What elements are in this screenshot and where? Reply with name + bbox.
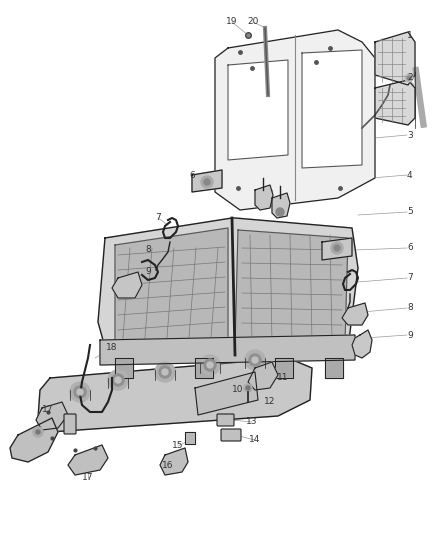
Text: 19: 19 — [226, 18, 238, 27]
Text: 12: 12 — [264, 398, 276, 407]
Polygon shape — [160, 448, 188, 475]
Polygon shape — [100, 335, 355, 365]
Text: 8: 8 — [145, 246, 151, 254]
Polygon shape — [375, 32, 415, 85]
Polygon shape — [302, 50, 362, 168]
FancyBboxPatch shape — [221, 429, 241, 441]
Circle shape — [112, 374, 124, 386]
Circle shape — [207, 362, 213, 368]
Circle shape — [115, 377, 121, 383]
Circle shape — [159, 366, 171, 378]
Circle shape — [249, 354, 261, 366]
Circle shape — [36, 430, 40, 434]
Circle shape — [162, 369, 168, 375]
Circle shape — [77, 389, 83, 395]
Circle shape — [244, 384, 252, 392]
Circle shape — [407, 76, 411, 80]
Bar — [325, 358, 343, 378]
Text: 13: 13 — [246, 417, 258, 426]
Polygon shape — [215, 30, 375, 210]
Polygon shape — [352, 330, 372, 358]
Text: 16: 16 — [162, 461, 174, 470]
Text: 5: 5 — [407, 207, 413, 216]
Polygon shape — [322, 238, 352, 260]
Polygon shape — [255, 185, 273, 210]
Text: 20: 20 — [247, 18, 259, 27]
FancyBboxPatch shape — [217, 414, 234, 426]
Bar — [195, 358, 213, 378]
Circle shape — [155, 362, 175, 382]
Text: 2: 2 — [407, 74, 413, 83]
Polygon shape — [38, 358, 312, 432]
Polygon shape — [342, 303, 368, 325]
Text: 4: 4 — [407, 171, 413, 180]
Circle shape — [334, 245, 340, 251]
Text: 17: 17 — [82, 473, 94, 482]
Text: 8: 8 — [407, 303, 413, 312]
Text: 17: 17 — [42, 406, 54, 415]
Circle shape — [331, 242, 343, 254]
Polygon shape — [115, 228, 228, 355]
Bar — [115, 358, 133, 378]
Bar — [413, 67, 426, 127]
Polygon shape — [192, 170, 222, 192]
Text: 10: 10 — [232, 385, 244, 394]
Text: 14: 14 — [249, 435, 261, 445]
Polygon shape — [272, 193, 290, 218]
Polygon shape — [36, 402, 68, 430]
Text: 3: 3 — [407, 131, 413, 140]
Circle shape — [74, 386, 86, 398]
Text: 15: 15 — [172, 441, 184, 450]
Polygon shape — [248, 362, 278, 390]
Circle shape — [204, 359, 216, 371]
Polygon shape — [228, 60, 288, 160]
Text: 1: 1 — [407, 30, 413, 39]
Circle shape — [405, 74, 413, 82]
Circle shape — [201, 176, 213, 188]
Circle shape — [200, 355, 220, 375]
Text: 6: 6 — [189, 171, 195, 180]
Circle shape — [70, 382, 90, 402]
Polygon shape — [98, 218, 358, 358]
Polygon shape — [68, 445, 108, 475]
Circle shape — [252, 357, 258, 363]
Circle shape — [276, 208, 284, 216]
Text: 7: 7 — [155, 214, 161, 222]
Polygon shape — [10, 418, 58, 462]
Polygon shape — [195, 372, 258, 415]
Polygon shape — [112, 272, 142, 298]
Text: 7: 7 — [407, 273, 413, 282]
Circle shape — [246, 386, 250, 390]
Circle shape — [245, 350, 265, 370]
Text: 18: 18 — [106, 343, 118, 352]
Circle shape — [108, 370, 128, 390]
FancyBboxPatch shape — [64, 414, 76, 434]
Circle shape — [204, 179, 210, 185]
Polygon shape — [235, 230, 348, 348]
Bar — [185, 432, 195, 444]
Text: 9: 9 — [407, 330, 413, 340]
Bar — [275, 358, 293, 378]
Polygon shape — [375, 80, 415, 125]
Text: 6: 6 — [407, 244, 413, 253]
Text: 11: 11 — [277, 374, 289, 383]
Circle shape — [33, 427, 43, 437]
Text: 9: 9 — [145, 268, 151, 277]
